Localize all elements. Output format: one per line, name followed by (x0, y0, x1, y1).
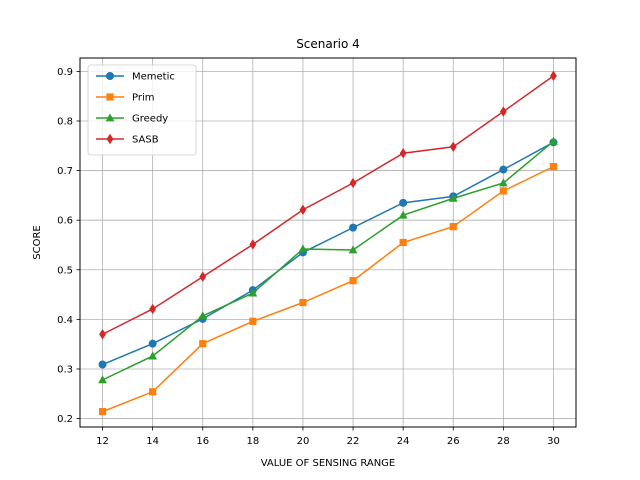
data-point-greedy (549, 136, 558, 145)
data-point-prim (449, 223, 457, 231)
series-line-prim (102, 165, 554, 413)
data-point-prim (499, 187, 507, 195)
y-tick-label: 0.3 (57, 364, 73, 375)
series-greedy (98, 136, 558, 384)
data-point-greedy (398, 210, 408, 219)
legend-box (87, 64, 197, 156)
legend-label-memetic: Memetic (132, 72, 175, 83)
data-point-sasb (550, 70, 557, 82)
legend-marker-greedy (105, 113, 115, 122)
y-tick-label: 0.6 (57, 216, 73, 227)
series-line-sasb (102, 75, 554, 335)
data-point-greedy (248, 288, 258, 297)
data-point-memetic (148, 339, 157, 348)
data-point-memetic (499, 165, 508, 174)
y-tick-label: 0.2 (57, 414, 73, 425)
y-tick-label: 0.8 (57, 116, 73, 127)
data-point-greedy (148, 351, 158, 360)
legend-marker-prim (106, 93, 114, 101)
data-point-prim (549, 163, 558, 171)
data-point-memetic (98, 360, 107, 369)
y-axis-label: SCORE (32, 225, 43, 259)
data-point-prim (149, 388, 157, 396)
legend-entry-sasb: SASB (96, 133, 159, 146)
data-point-prim (199, 340, 207, 348)
data-point-sasb (249, 239, 257, 250)
legend-entry-memetic: Memetic (96, 72, 175, 83)
x-axis-label: VALUE OF SENSING RANGE (261, 458, 396, 469)
x-tick-label: 30 (547, 436, 560, 447)
x-tick-label: 24 (397, 436, 410, 447)
data-point-greedy (448, 193, 458, 202)
y-tick-label: 0.4 (57, 315, 73, 326)
data-point-prim (98, 408, 107, 416)
data-point-greedy (348, 245, 358, 254)
grid (80, 58, 576, 427)
legend-label-greedy: Greedy (132, 114, 168, 125)
y-tick-label: 0.5 (57, 265, 73, 276)
y-tick-label: 0.7 (57, 166, 73, 177)
x-tick-label: 16 (196, 436, 209, 447)
legend-label-sasb: SASB (132, 135, 159, 146)
data-point-prim (249, 317, 257, 325)
x-tick-label: 14 (146, 436, 159, 447)
data-point-memetic (349, 223, 358, 232)
legend: Memetic Prim Greedy SASB (87, 64, 197, 156)
x-tick-label: 22 (347, 436, 360, 447)
y-tick-label: 0.9 (57, 67, 73, 78)
data-point-greedy (98, 375, 107, 384)
x-tick-label: 12 (96, 436, 109, 447)
data-point-prim (399, 238, 407, 247)
series-line-greedy (102, 140, 554, 381)
series-memetic (98, 138, 558, 369)
series-layer (98, 70, 558, 416)
data-point-sasb (299, 204, 307, 215)
series-prim (98, 163, 558, 416)
data-point-sasb (149, 303, 157, 315)
x-tick-label: 26 (447, 436, 460, 447)
data-point-sasb (199, 271, 207, 282)
data-point-sasb (449, 141, 457, 152)
data-point-sasb (349, 177, 357, 189)
x-tick-label: 18 (246, 436, 259, 447)
data-point-sasb (499, 106, 507, 117)
legend-entry-greedy: Greedy (96, 113, 168, 125)
x-tick-label: 20 (297, 436, 310, 447)
legend-marker-sasb (106, 133, 114, 145)
data-point-greedy (298, 244, 308, 253)
data-point-greedy (498, 178, 508, 187)
ticks: 12 14 16 18 20 22 24 26 28 30 0.2 0.3 0.4 0.5 0.6 0.7 0.… (57, 67, 560, 447)
legend-marker-memetic (106, 72, 114, 80)
legend-label-prim: Prim (132, 93, 155, 104)
plot-frame (79, 57, 577, 428)
series-sasb (99, 70, 557, 340)
series-line-memetic (102, 141, 554, 366)
data-point-memetic (399, 198, 408, 207)
data-point-prim (299, 298, 307, 307)
data-point-sasb (399, 148, 407, 159)
legend-entry-prim: Prim (96, 93, 155, 104)
chart-title: Scenario 4 (296, 37, 360, 51)
data-point-prim (349, 277, 357, 285)
data-point-greedy (198, 311, 208, 320)
x-tick-label: 28 (497, 436, 510, 447)
data-point-sasb (99, 329, 106, 340)
